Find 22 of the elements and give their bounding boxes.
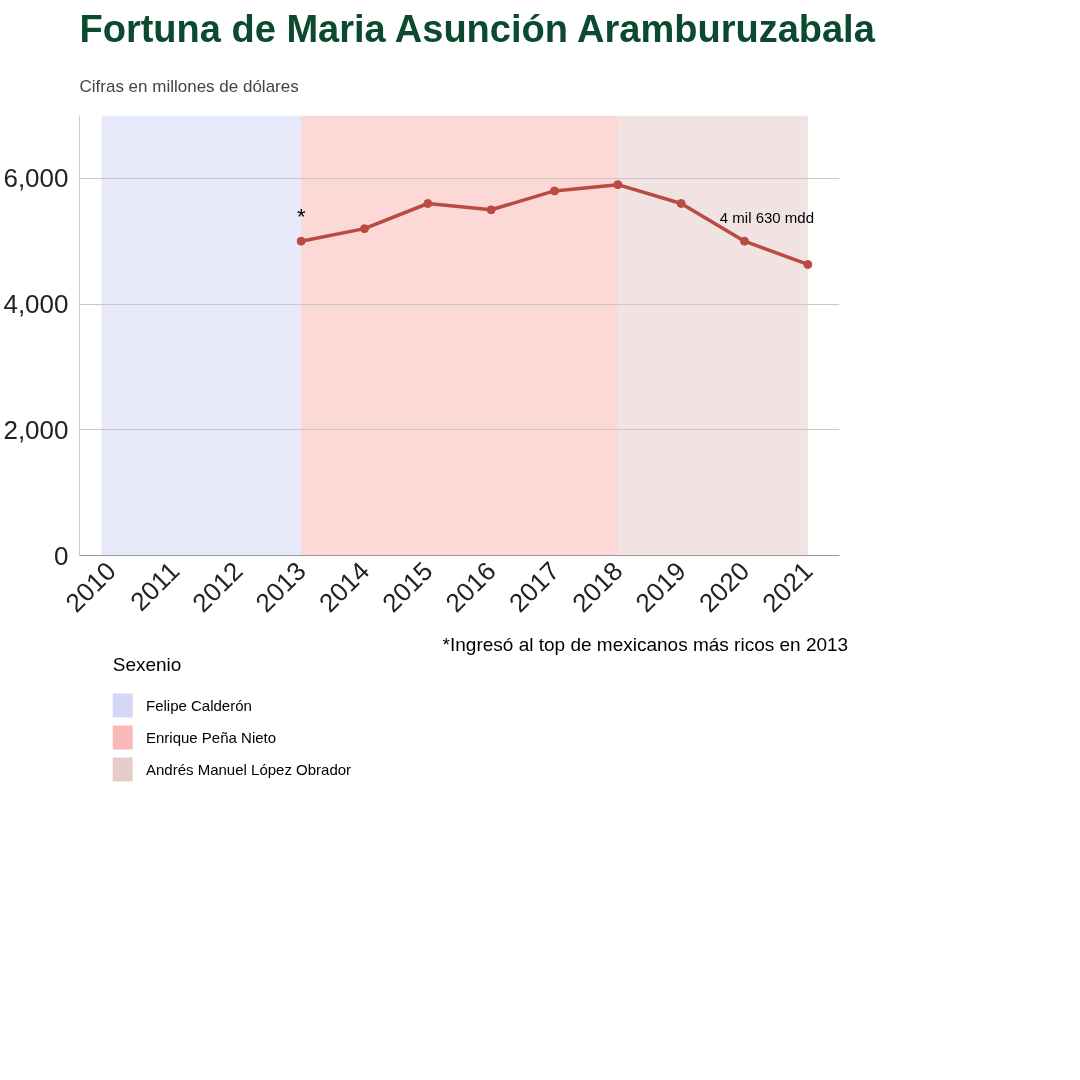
point — [360, 224, 369, 234]
y-tick-label: 0 — [54, 540, 69, 571]
point — [803, 259, 813, 269]
y-tick-label: 4,000 — [3, 289, 69, 320]
point — [296, 236, 306, 246]
point — [740, 236, 749, 246]
point — [423, 199, 433, 208]
text: *Ingresó al top de mexicanos más ricos en 2013 — [442, 633, 849, 655]
annotation: * — [296, 204, 306, 230]
legend-title: Sexenio — [112, 653, 182, 675]
y-tick-label: 6,000 — [3, 163, 69, 194]
legend-label: Andrés Manuel López Obrador — [145, 761, 352, 778]
legend-label: Felipe Calderón — [145, 697, 252, 714]
annotation: 4 mil 630 mdd — [719, 209, 815, 227]
chart-title: Fortuna de Maria Asunción Aramburuzabala — [79, 7, 876, 50]
point — [486, 205, 496, 215]
legend-label: Enrique Peña Nieto — [145, 729, 277, 746]
y-tick-label: 2,000 — [3, 414, 69, 445]
point — [676, 199, 686, 208]
point — [550, 186, 559, 196]
chart-subtitle: Cifras en millones de dólares — [79, 76, 299, 96]
point — [613, 180, 623, 190]
